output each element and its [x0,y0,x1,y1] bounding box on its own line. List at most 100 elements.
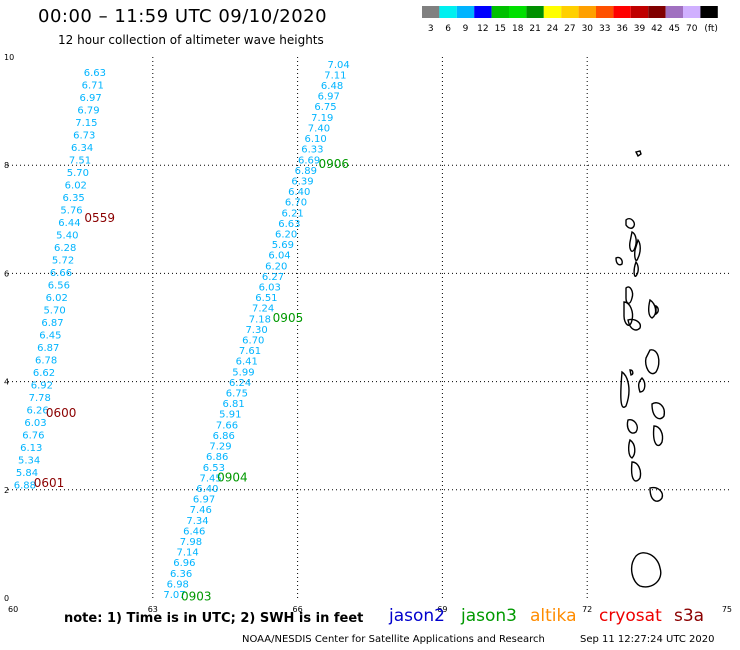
legend-swatch [543,6,562,18]
s3a-swh-label: 6.26 [26,406,48,417]
jason3-swh-label: 6.75 [314,102,336,113]
s3a-swh-label: 5.40 [56,231,78,242]
s3a-swh-label: 6.28 [54,243,76,254]
jason3-swh-label: 5.91 [219,410,241,421]
island-outline [644,349,660,375]
x-tick-label: 66 [293,605,303,614]
jason3-swh-label: 6.53 [203,463,225,474]
jason3-swh-label: 6.20 [265,261,287,272]
island-outline [630,552,662,588]
jason3-swh-label: 7.34 [186,516,208,527]
s3a-swh-label: 6.13 [20,443,42,454]
legend-label: 15 [495,24,506,34]
s3a-swh-label: 6.97 [80,93,102,104]
s3a-swh-label: 6.56 [48,281,70,292]
jason3-swh-label: 6.63 [278,219,300,230]
legend-label: 30 [582,24,594,34]
s3a-swh-label: 5.84 [16,468,38,479]
island-outline [634,238,641,262]
s3a-swh-label: 7.15 [75,118,97,129]
jason3-swh-label: 6.10 [305,134,327,145]
island-outline [647,298,657,319]
jason3-swh-label: 6.41 [236,357,258,368]
legend-label: 24 [547,24,559,34]
island-outline [625,217,636,229]
s3a-swh-label: 5.70 [43,306,65,317]
s3a-swh-label: 6.92 [31,381,53,392]
legend-label: 39 [634,24,646,34]
island-outline [625,286,634,304]
jason3-swh-label: 6.98 [167,579,189,590]
jason3-swh-label: 5.99 [232,367,254,378]
island-outline [655,304,659,316]
legend-swatch [422,6,440,18]
s3a-swh-label: 7.51 [69,155,91,166]
legend-swatch [665,6,683,18]
legend-jason2: jason2 [389,606,445,626]
s3a-swh-label: 6.79 [77,105,99,116]
s3a-swh-label: 6.78 [35,356,57,367]
jason3-swh-label: 6.39 [291,176,313,187]
footer-note: note: 1) Time is in UTC; 2) SWH is in fe… [64,611,364,626]
island-outline [627,318,641,331]
s3a-swh-label: 6.35 [63,193,85,204]
x-tick-label: 75 [722,605,732,614]
jason3-swh-label: 6.96 [173,558,195,569]
jason3-swh-label: 6.81 [222,399,244,410]
s3a-swh-label: 6.63 [84,68,106,79]
s3a-swh-label: 7.78 [29,393,51,404]
y-tick-label: 8 [4,161,9,170]
page-title: 00:00 – 11:59 UTC 09/10/2020 [38,6,328,27]
island-outline [630,461,642,482]
s3a-swh-label: 6.34 [71,143,93,154]
legend-swatch [700,6,718,18]
legend-jason3: jason3 [461,606,517,626]
jason3-swh-label: 6.40 [288,187,310,198]
y-tick-label: 6 [4,269,9,278]
island-outline [633,260,639,278]
legend-label: 3 [428,24,434,34]
s3a-swh-label: 6.44 [58,218,80,229]
s3a-swh-label: 6.66 [50,268,72,279]
y-tick-label: 2 [4,486,9,495]
jason3-swh-label: 7.04 [327,60,349,71]
s3a-swh-label: 6.87 [41,318,63,329]
x-tick-label: 63 [148,605,158,614]
jason3-swh-label: 6.36 [170,569,192,580]
legend-label: (ft) [704,24,718,34]
legend-label: 27 [564,24,575,34]
jason3-swh-label: 7.40 [308,123,330,134]
jason3-swh-label: 6.97 [318,92,340,103]
island-outline [634,150,642,158]
island-outline [620,370,630,408]
legend-swatch [456,6,475,18]
jason3-swh-label: 5.69 [272,240,294,251]
legend-swatch [596,6,614,18]
x-tick-label: 69 [437,605,447,614]
jason3-swh-label: 7.11 [324,70,346,81]
jason3-swh-label: 7.66 [216,420,238,431]
jason3-swh-label: 7.45 [199,473,221,484]
s3a-swh-label: 6.02 [46,293,68,304]
island-outline [626,419,638,434]
legend-label: 9 [463,24,469,34]
jason3-swh-label: 6.69 [298,155,320,166]
island-outline [629,230,637,252]
island-outline [629,369,634,376]
legend-label: 36 [616,24,628,34]
credit-text: NOAA/NESDIS Center for Satellite Applica… [242,634,545,645]
jason3-swh-label: 6.46 [183,526,205,537]
legend-label: 12 [477,24,488,34]
jason3-swh-label: 6.24 [229,378,251,389]
legend-label: 6 [445,24,451,34]
jason3-time-label: 0904 [217,471,248,485]
jason3-swh-label: 6.86 [206,452,228,463]
legend-swatch [578,6,596,18]
jason3-swh-label: 6.75 [226,389,248,400]
jason3-swh-label: 6.21 [282,208,304,219]
jason3-swh-label: 7.07 [163,590,185,601]
jason3-swh-label: 6.48 [321,81,343,92]
legend-label: 42 [651,24,662,34]
jason3-swh-label: 6.33 [301,145,323,156]
jason3-swh-label: 6.70 [242,336,264,347]
